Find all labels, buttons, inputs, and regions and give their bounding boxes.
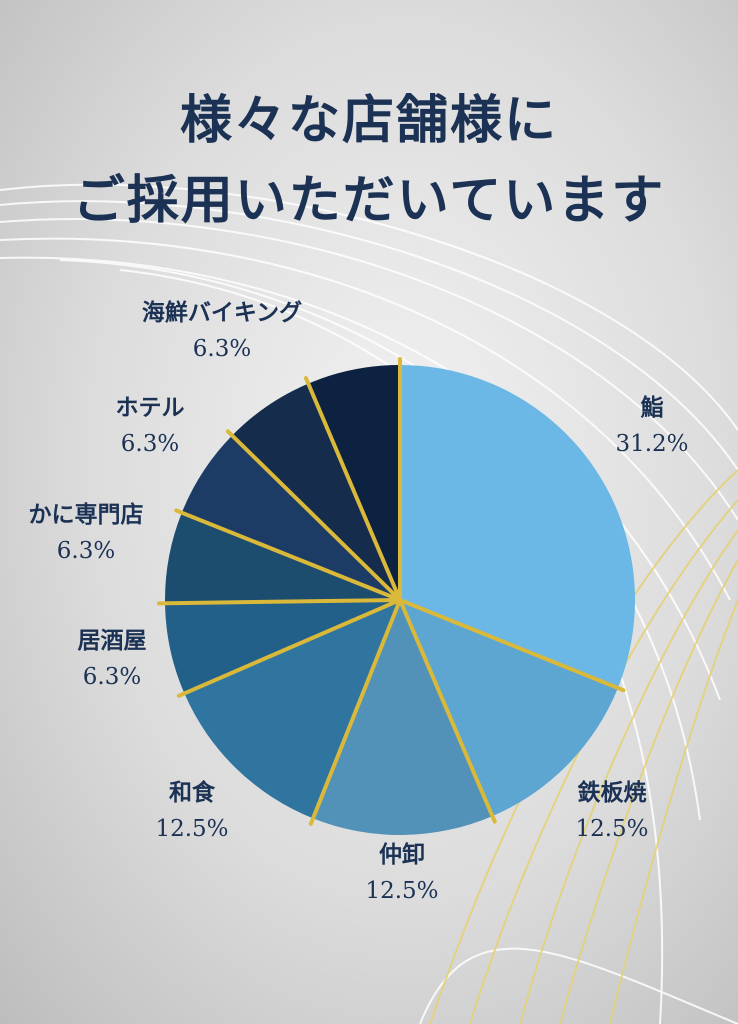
slice-label: 鉄板焼	[578, 779, 647, 806]
slice-label: 海鮮バイキング	[142, 299, 302, 326]
slice-value-label: 6.3%	[193, 336, 251, 362]
slice-label: 仲卸	[379, 841, 425, 868]
slice-value-label: 6.3%	[121, 431, 179, 457]
slice-value-label: 6.3%	[83, 664, 141, 690]
slice-label: 鮨	[641, 394, 664, 421]
slice-divider	[303, 376, 402, 602]
pie-slice-7	[232, 383, 400, 600]
slice-divider	[308, 598, 402, 826]
page-title-line-1: 様々な店舗様に	[179, 90, 558, 151]
pie-slice-6	[181, 435, 400, 600]
slice-label: 和食	[169, 779, 216, 806]
slice-value-label: 12.5%	[155, 816, 228, 842]
slice-divider	[398, 598, 626, 693]
slice-label: かに専門店	[29, 501, 144, 528]
slice-value-label: 6.3%	[57, 538, 115, 564]
slice-divider	[157, 598, 402, 606]
slice-value-label: 12.5%	[365, 878, 438, 904]
pie-slice-3	[184, 600, 400, 819]
slice-divider	[398, 598, 497, 824]
slice-label: 居酒屋	[78, 627, 147, 654]
pie-slice-2	[313, 600, 493, 835]
pie-slice-1	[400, 600, 618, 817]
slice-divider	[225, 429, 402, 602]
pie-slice-0	[400, 365, 635, 688]
slice-divider	[174, 508, 402, 602]
page-title-line-2: ご採用いただいています	[72, 170, 666, 231]
slice-value-label: 12.5%	[575, 816, 648, 842]
pie-slice-5	[165, 512, 400, 604]
slice-divider	[176, 598, 402, 698]
slice-value-label: 31.2%	[615, 431, 688, 457]
slice-label: ホテル	[116, 394, 185, 421]
